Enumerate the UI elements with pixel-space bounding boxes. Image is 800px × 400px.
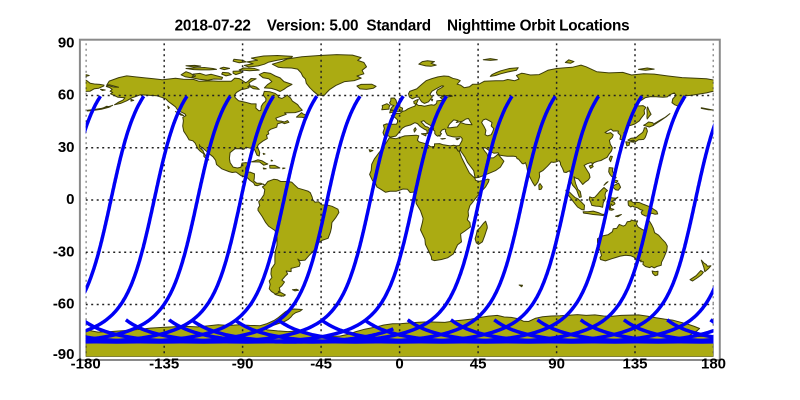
svg-text:90: 90 [58, 34, 75, 51]
svg-text:-90: -90 [53, 346, 75, 363]
svg-text:-45: -45 [310, 356, 332, 373]
svg-text:0: 0 [66, 191, 74, 208]
svg-text:45: 45 [470, 356, 487, 373]
svg-text:135: 135 [622, 356, 647, 373]
svg-text:30: 30 [58, 139, 75, 156]
svg-text:60: 60 [58, 87, 75, 104]
svg-text:2018-07-22 Version: 5.00 S: 2018-07-22 Version: 5.00 Standard Nightt… [175, 17, 630, 34]
svg-text:-180: -180 [71, 356, 101, 373]
svg-text:-60: -60 [53, 296, 75, 313]
svg-text:-30: -30 [53, 243, 75, 260]
svg-text:0: 0 [395, 356, 403, 373]
svg-text:90: 90 [548, 356, 565, 373]
svg-text:180: 180 [701, 356, 726, 373]
svg-text:-90: -90 [232, 356, 254, 373]
svg-text:-135: -135 [149, 356, 179, 373]
